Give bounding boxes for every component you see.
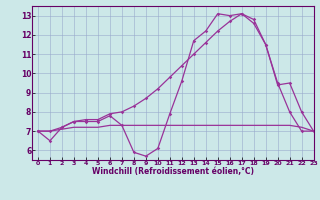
X-axis label: Windchill (Refroidissement éolien,°C): Windchill (Refroidissement éolien,°C) bbox=[92, 167, 254, 176]
